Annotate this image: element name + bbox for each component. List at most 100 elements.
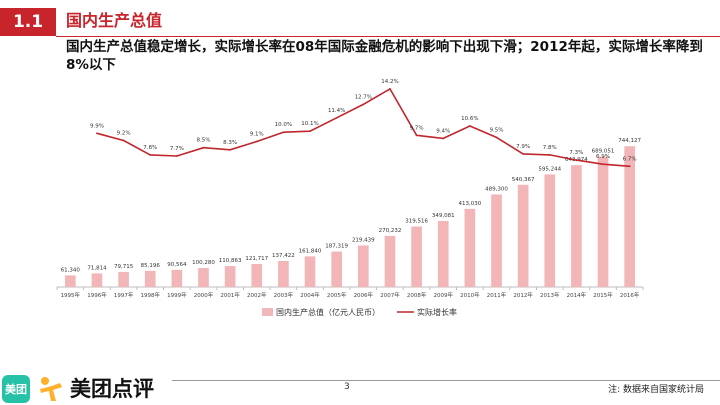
gdp-bar <box>517 184 529 287</box>
growth-rate-label: 9.9% <box>90 123 104 129</box>
dianping-logo-icon <box>40 377 62 401</box>
growth-rate-point <box>229 148 232 151</box>
gdp-bar <box>597 156 609 287</box>
gdp-bar-label: 90,564 <box>167 262 187 268</box>
growth-rate-point <box>149 154 152 156</box>
growth-rate-label: 7.9% <box>516 144 530 150</box>
gdp-bar-label: 540,367 <box>512 177 535 183</box>
gdp-bar <box>304 256 316 287</box>
gdp-bar <box>278 261 289 287</box>
growth-rate-label: 9.7% <box>410 125 424 131</box>
x-tick-label: 2001年 <box>220 291 240 299</box>
x-tick-label: 2005年 <box>327 291 347 299</box>
growth-rate-point <box>575 159 578 161</box>
x-tick-label: 1999年 <box>167 291 187 299</box>
gdp-bar <box>91 273 103 287</box>
section-number-badge: 1.1 <box>0 8 56 36</box>
x-tick-label: 2004年 <box>300 291 320 299</box>
gdp-bar <box>64 275 76 287</box>
gdp-bar <box>384 235 396 287</box>
x-tick-label: 2016年 <box>620 291 640 299</box>
gdp-bar <box>464 208 476 287</box>
x-tick-label: 1998年 <box>140 291 160 299</box>
gdp-bar-label: 187,319 <box>325 244 348 250</box>
footer-divider <box>172 380 720 381</box>
growth-rate-point <box>122 139 125 142</box>
gdp-bar <box>544 174 556 287</box>
gdp-bar <box>357 245 369 287</box>
growth-rate-label: 11.4% <box>328 108 345 114</box>
gdp-bar <box>411 226 422 287</box>
gdp-bar-label: 270,232 <box>379 228 402 234</box>
gdp-bar <box>171 269 183 287</box>
x-tick-label: 2002年 <box>247 291 267 299</box>
growth-rate-label: 8.5% <box>197 138 211 144</box>
gdp-bar-label: 219,439 <box>352 237 375 243</box>
gdp-bar <box>624 146 636 287</box>
growth-rate-point <box>362 103 365 106</box>
gdp-bar-label: 85,196 <box>141 263 161 269</box>
gdp-bar <box>437 220 449 287</box>
growth-rate-label: 9.4% <box>436 128 450 134</box>
growth-rate-point <box>548 154 551 156</box>
growth-rate-label: 6.7% <box>623 156 637 162</box>
growth-rate-label: 6.9% <box>596 154 610 160</box>
growth-rate-point <box>442 137 445 140</box>
growth-rate-point <box>175 155 178 157</box>
gdp-bar-label: 110,863 <box>219 258 242 264</box>
x-tick-label: 2007年 <box>380 291 400 299</box>
title-divider <box>56 36 720 37</box>
legend-bar-label: 国内生产总值（亿元人民币） <box>276 307 380 317</box>
growth-rate-label: 7.8% <box>543 145 557 151</box>
growth-rate-label: 14.2% <box>381 79 398 85</box>
x-tick-label: 1997年 <box>114 291 134 299</box>
x-tick-label: 1996年 <box>87 291 107 299</box>
gdp-bar-label: 121,717 <box>245 256 268 262</box>
gdp-bar-label: 161,840 <box>299 248 322 254</box>
legend-bar-swatch <box>262 308 273 316</box>
x-tick-label: 2000年 <box>194 291 214 299</box>
growth-rate-label: 9.5% <box>490 127 504 133</box>
growth-rate-label: 9.2% <box>117 130 131 136</box>
growth-rate-point <box>389 87 391 90</box>
x-tick-label: 2014年 <box>567 291 587 299</box>
gdp-bar-label: 595,244 <box>538 166 561 172</box>
source-note: 注: 数据来自国家统计局 <box>608 385 704 395</box>
gdp-bar <box>331 251 343 287</box>
gdp-bar-label: 744,127 <box>618 138 641 144</box>
gdp-bar <box>224 266 236 287</box>
x-tick-label: 2003年 <box>274 291 294 299</box>
gdp-bar <box>491 194 502 287</box>
gdp-bar-label: 137,422 <box>272 253 295 259</box>
growth-rate-point <box>522 152 525 155</box>
growth-rate-label: 9.1% <box>250 132 264 138</box>
growth-rate-point <box>309 130 311 133</box>
gdp-bar-label: 319,516 <box>405 219 428 225</box>
gdp-bar-label: 489,300 <box>485 186 508 192</box>
growth-rate-label: 7.7% <box>170 146 184 152</box>
x-tick-label: 2006年 <box>354 291 374 299</box>
gdp-bar <box>118 271 129 287</box>
gdp-bar-label: 413,030 <box>458 201 481 207</box>
gdp-bar <box>571 165 582 287</box>
brand-name: 美团点评 <box>70 377 154 401</box>
x-tick-label: 1995年 <box>61 291 81 299</box>
gdp-bar-label: 79,715 <box>114 264 134 270</box>
growth-rate-point <box>96 132 98 135</box>
growth-rate-point <box>468 125 471 127</box>
legend-line-label: 实际增长率 <box>417 307 457 317</box>
growth-rate-label: 12.7% <box>355 94 372 100</box>
growth-rate-point <box>255 140 258 143</box>
x-tick-label: 2012年 <box>513 291 533 299</box>
growth-rate-point <box>202 146 205 149</box>
gdp-bar-label: 71,814 <box>87 265 107 271</box>
gdp-bar-label: 61,340 <box>61 267 81 273</box>
growth-rate-label: 7.3% <box>569 150 583 156</box>
growth-rate-label: 8.3% <box>223 140 237 146</box>
growth-rate-point <box>495 136 498 139</box>
x-tick-label: 2010年 <box>460 291 480 299</box>
x-tick-label: 2013年 <box>540 291 560 299</box>
growth-rate-point <box>628 165 631 168</box>
x-tick-label: 2008年 <box>407 291 427 299</box>
